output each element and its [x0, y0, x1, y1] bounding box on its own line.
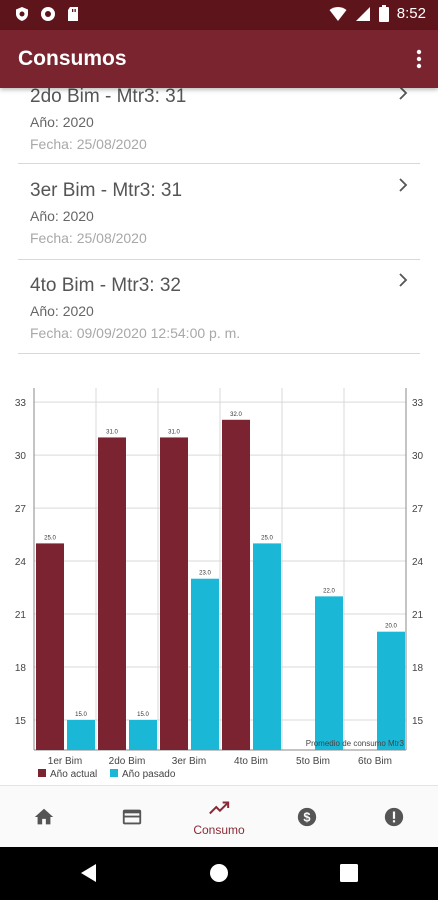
- bar-actual: [160, 437, 188, 750]
- circle-status-icon: [41, 7, 55, 21]
- chevron-right-icon: [399, 88, 408, 100]
- bar-pasado: [129, 719, 157, 750]
- list-item-year: Año: 2020: [30, 114, 94, 130]
- list-item-year: Año: 2020: [30, 303, 94, 319]
- legend-label: Año pasado: [122, 769, 176, 780]
- bar-pasado: [253, 543, 281, 750]
- nav-alerts[interactable]: [350, 786, 438, 848]
- bar-value-label: 25.0: [44, 535, 56, 541]
- bar-pasado: [191, 578, 219, 750]
- back-icon[interactable]: [80, 863, 98, 883]
- y-tick-label-right: 21: [412, 610, 424, 621]
- x-tick-label: 4to Bim: [234, 756, 268, 767]
- more-vert-icon[interactable]: [416, 49, 422, 69]
- legend-swatch: [110, 769, 118, 777]
- x-tick-label: 2do Bim: [109, 756, 146, 767]
- page-title: Consumos: [18, 47, 127, 70]
- y-tick-label-right: 15: [412, 716, 424, 727]
- bar-value-label: 31.0: [168, 429, 180, 435]
- list-item-title: 2do Bim - Mtr3: 31: [30, 88, 187, 107]
- x-tick-label: 5to Bim: [296, 756, 330, 767]
- list-item[interactable]: 2do Bim - Mtr3: 31 Año: 2020 Fecha: 25/0…: [18, 88, 420, 164]
- signal-icon: [355, 6, 370, 21]
- nav-consumo-label: Consumo: [193, 823, 245, 837]
- y-tick-label-left: 15: [15, 716, 27, 727]
- list-item-title: 3er Bim - Mtr3: 31: [30, 180, 183, 201]
- chevron-right-icon: [399, 273, 408, 287]
- y-tick-label-right: 27: [412, 504, 424, 515]
- credit-card-icon: [122, 809, 142, 825]
- y-tick-label-left: 33: [15, 398, 27, 409]
- bar-pasado: [377, 631, 405, 750]
- bar-value-label: 22.0: [323, 588, 335, 594]
- list-item-date: Fecha: 09/09/2020 12:54:00 p. m.: [30, 325, 241, 341]
- y-tick-label-right: 18: [412, 663, 424, 674]
- y-tick-label-right: 33: [412, 398, 424, 409]
- recents-icon[interactable]: [340, 864, 358, 882]
- bottom-nav: Consumo $: [0, 785, 438, 847]
- wifi-icon: [329, 6, 347, 21]
- chart-description: Promedio de consumo Mtr3: [306, 739, 405, 748]
- bar-value-label: 15.0: [137, 712, 149, 718]
- status-time: 8:52: [396, 5, 426, 22]
- dollar-icon: $: [297, 807, 317, 827]
- list-item-date: Fecha: 25/08/2020: [30, 230, 147, 246]
- bar-value-label: 25.0: [261, 535, 273, 541]
- bar-value-label: 20.0: [385, 624, 397, 630]
- y-tick-label-right: 30: [412, 451, 424, 462]
- x-tick-label: 6to Bim: [358, 756, 392, 767]
- legend-label: Año actual: [50, 769, 97, 780]
- list-item[interactable]: 3er Bim - Mtr3: 31 Año: 2020 Fecha: 25/0…: [18, 165, 420, 260]
- list-item-title: 4to Bim - Mtr3: 32: [30, 275, 181, 296]
- consumption-list: 2do Bim - Mtr3: 31 Año: 2020 Fecha: 25/0…: [0, 88, 438, 370]
- bar-pasado: [67, 719, 95, 750]
- consumption-chart: 15 15 18 18 21 21 24 24 27 27 30 30 33 33 25.0 31.0 31.0…: [15, 388, 424, 780]
- shield-icon: [16, 7, 28, 21]
- bar-value-label: 15.0: [75, 712, 87, 718]
- trending-up-icon: [209, 801, 230, 815]
- bar-actual: [98, 437, 126, 750]
- y-tick-label-left: 30: [15, 451, 27, 462]
- nav-payment[interactable]: [88, 786, 176, 848]
- bar-value-label: 23.0: [199, 571, 211, 577]
- y-tick-label-left: 18: [15, 663, 27, 674]
- y-tick-label-right: 24: [412, 557, 424, 568]
- status-bar: 8:52: [0, 0, 438, 30]
- y-tick-label-left: 21: [15, 610, 27, 621]
- legend-swatch: [38, 769, 46, 777]
- sd-card-icon: [68, 7, 78, 21]
- nav-consumo[interactable]: Consumo: [175, 786, 263, 848]
- system-nav-bar: [0, 847, 438, 900]
- x-tick-label: 3er Bim: [172, 756, 206, 767]
- app-bar: Consumos: [0, 30, 438, 88]
- nav-payments-dollar[interactable]: $: [263, 786, 351, 848]
- battery-icon: [378, 5, 389, 22]
- list-item[interactable]: 4to Bim - Mtr3: 32 Año: 2020 Fecha: 09/0…: [18, 260, 420, 354]
- nav-home[interactable]: [0, 786, 88, 848]
- bar-value-label: 32.0: [230, 412, 242, 418]
- home-icon: [34, 808, 54, 825]
- bar-actual: [36, 543, 64, 750]
- alert-icon: [384, 807, 404, 827]
- home-circle-icon[interactable]: [209, 863, 229, 883]
- bar-pasado: [315, 596, 343, 750]
- y-tick-label-left: 24: [15, 557, 27, 568]
- x-tick-label: 1er Bim: [48, 756, 82, 767]
- svg-text:$: $: [303, 810, 310, 825]
- bar-actual: [222, 419, 250, 750]
- list-item-date: Fecha: 25/08/2020: [30, 136, 147, 152]
- bar-value-label: 31.0: [106, 429, 118, 435]
- chevron-right-icon: [399, 178, 408, 192]
- list-item-year: Año: 2020: [30, 208, 94, 224]
- y-tick-label-left: 27: [15, 504, 27, 515]
